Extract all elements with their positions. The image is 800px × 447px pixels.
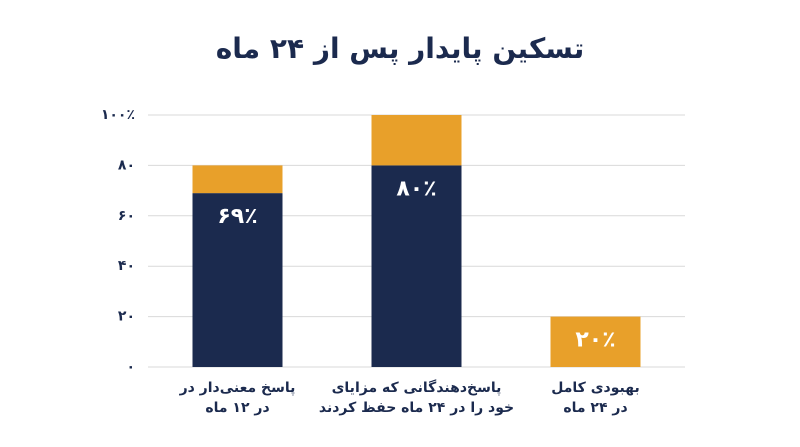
bar-segment: [371, 115, 462, 166]
bar-segment: [192, 193, 283, 367]
bar-segment: [371, 165, 462, 367]
bar-segment: [550, 316, 641, 367]
bar-segment: [192, 165, 283, 194]
value-label: ۲۰٪: [575, 328, 615, 353]
y-tick-label: ۴۰: [118, 258, 135, 274]
y-tick-label: ۶۰: [118, 208, 135, 224]
x-tick-label: پاسخ‌دهندگانی که مزایای خود را در ۲۴ ماه…: [318, 380, 515, 416]
y-tick-label: ۸۰: [118, 157, 135, 173]
x-tick-label: بهبودی کامل در ۲۴ ماه: [551, 380, 640, 416]
y-tick-label: ۲۰: [118, 309, 135, 325]
value-label: ۸۰٪: [396, 176, 436, 201]
y-tick-label: ۰: [126, 359, 135, 375]
chart-title: تسکین پایدار پس از ۲۴ ماه: [216, 32, 584, 65]
x-tick-label: پاسخ معنی‌دار در در ۱۲ ماه: [179, 380, 296, 416]
y-tick-label: ۱۰۰٪: [101, 107, 135, 123]
value-label: ۶۹٪: [217, 204, 257, 229]
